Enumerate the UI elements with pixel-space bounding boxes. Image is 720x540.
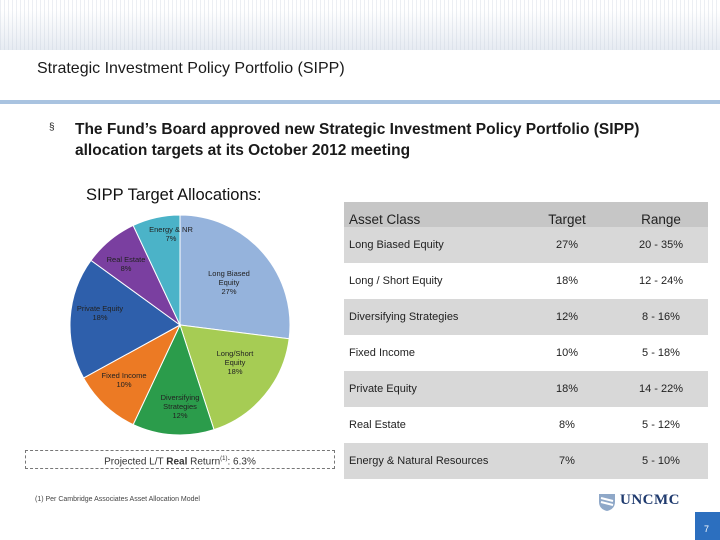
cell-asset: Private Equity xyxy=(344,371,520,407)
return-value: : 6.3% xyxy=(227,456,256,468)
cell-asset: Energy & Natural Resources xyxy=(344,443,520,479)
chart-subtitle: SIPP Target Allocations: xyxy=(86,186,262,204)
cell-target: 8% xyxy=(559,419,575,431)
pie-slice-label-4: Private Equity 18% xyxy=(77,304,124,322)
cell-target: 12% xyxy=(520,299,614,335)
cell-asset: Fixed Income xyxy=(349,347,416,359)
cell-asset: Long Biased Equity xyxy=(344,227,520,263)
table-row: Fixed Income 10% 5 - 18% xyxy=(344,335,708,371)
table-row: Real Estate 8% 5 - 12% xyxy=(344,407,708,443)
pie-slice-0 xyxy=(179,214,291,340)
header-range: Range xyxy=(614,202,708,227)
pie-slice-6 xyxy=(132,214,181,326)
table-row: Long Biased Equity 27% 20 - 35% xyxy=(344,227,708,263)
allocation-table: Asset Class Target Range Long Biased Equ… xyxy=(344,202,708,479)
footnote: (1) Per Cambridge Associates Asset Alloc… xyxy=(35,496,200,503)
page-title: Strategic Investment Policy Portfolio (S… xyxy=(37,60,345,77)
cell-target: 18% xyxy=(520,371,614,407)
table-row: Diversifying Strategies 12% 8 - 16% xyxy=(344,299,708,335)
title-divider xyxy=(0,100,720,104)
cell-target: 10% xyxy=(555,347,579,359)
header-band xyxy=(0,0,720,50)
header-target: Target xyxy=(520,202,614,227)
cell-range: 20 - 35% xyxy=(614,227,708,263)
pie-slice-label-2: Diversifying Strategies 12% xyxy=(161,393,200,420)
corner-accent xyxy=(695,512,720,540)
allocation-pie-chart: Long Biased Equity 27% Long/Short Equity 18% D… xyxy=(69,214,291,436)
pie-slice-label-1: Long/Short Equity 18% xyxy=(217,349,255,376)
pie-slice-label-5: Real Estate 8% xyxy=(107,255,146,273)
cell-asset: Long / Short Equity xyxy=(349,275,443,287)
return-label: Projected L/T xyxy=(104,456,167,468)
pie-slice-label-6: Energy & NR 7% xyxy=(149,225,193,243)
page-number: 7 xyxy=(704,524,710,534)
cell-range: 8 - 16% xyxy=(614,299,708,335)
cell-range: 14 - 22% xyxy=(614,371,708,407)
table-row: Long / Short Equity 18% 12 - 24% xyxy=(344,263,708,299)
return-footref: (1) xyxy=(220,456,228,462)
cell-asset: Diversifying Strategies xyxy=(344,299,520,335)
logo-text: UNCMC xyxy=(620,492,680,508)
bullet-marker: § xyxy=(49,122,55,133)
cell-range: 12 - 24% xyxy=(638,275,684,287)
return-label-2: Return xyxy=(187,456,221,468)
table-row: Energy & Natural Resources 7% 5 - 10% xyxy=(344,443,708,479)
header-asset-class: Asset Class xyxy=(344,202,520,227)
projected-return-box: Projected L/T Real Return(1): 6.3% xyxy=(25,450,335,469)
cell-asset: Real Estate xyxy=(349,419,406,431)
pie-slice-label-3: Fixed Income 10% xyxy=(101,371,146,389)
table-row: Private Equity 18% 14 - 22% xyxy=(344,371,708,407)
cell-range: 5 - 12% xyxy=(642,419,680,431)
return-bold-word: Real xyxy=(166,456,188,468)
cell-target: 7% xyxy=(520,443,614,479)
bullet-text: The Fund’s Board approved new Strategic … xyxy=(75,121,640,159)
cell-range: 5 - 10% xyxy=(614,443,708,479)
uncmc-logo-shield-icon xyxy=(599,494,615,511)
cell-target: 27% xyxy=(520,227,614,263)
cell-target: 18% xyxy=(555,275,579,287)
pie-slice-label-0: Long Biased Equity 27% xyxy=(208,269,250,296)
table-header-row: Asset Class Target Range xyxy=(344,202,708,227)
pie-slice-2 xyxy=(132,323,215,436)
cell-range: 5 - 18% xyxy=(642,347,680,359)
pie-slice-1 xyxy=(179,324,290,431)
pie-slice-4 xyxy=(69,259,181,379)
